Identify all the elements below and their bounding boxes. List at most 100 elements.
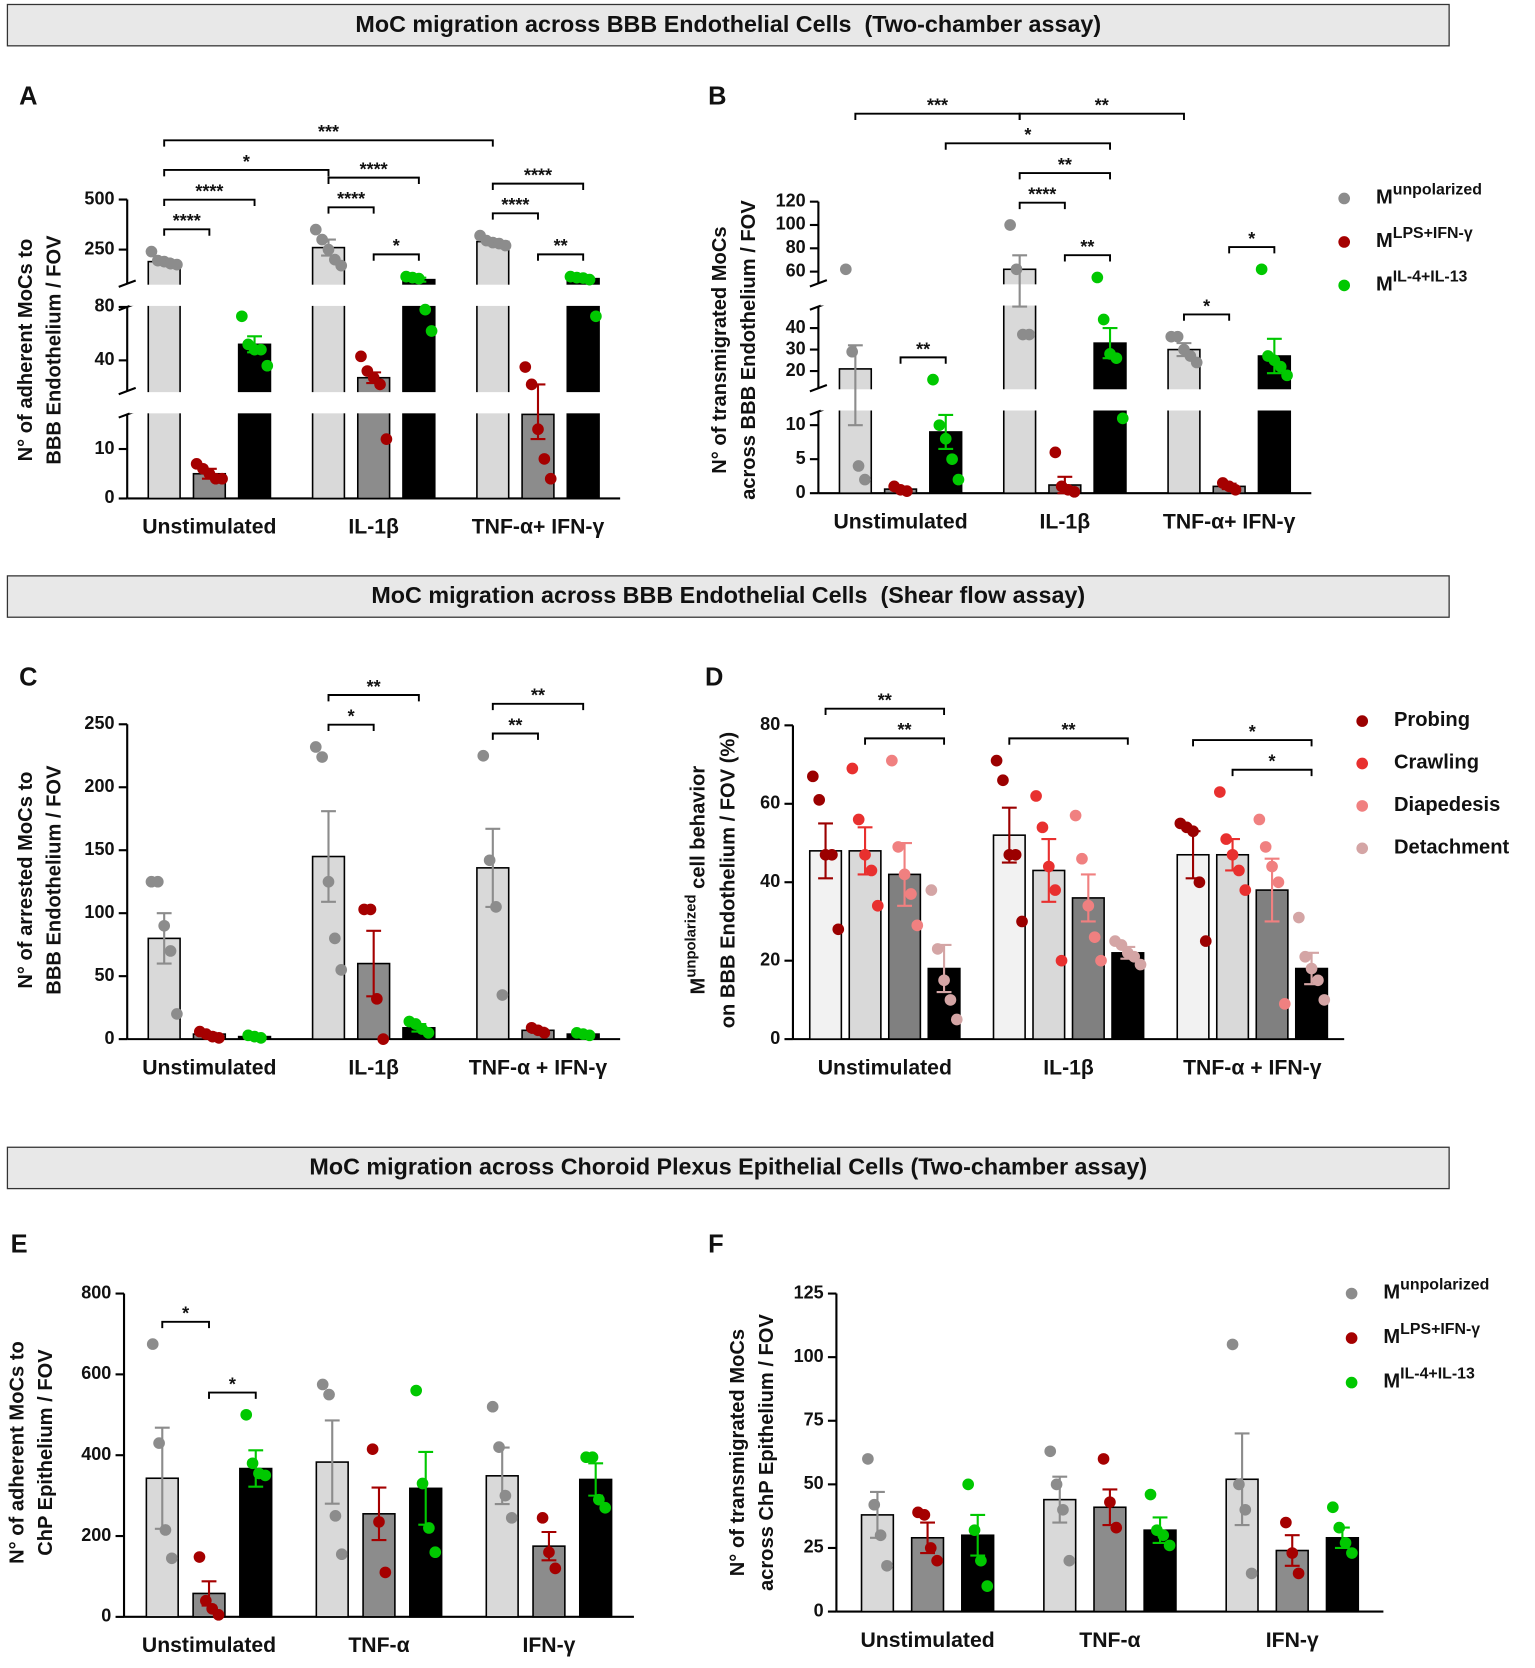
significance-bracket bbox=[161, 1320, 210, 1329]
data-point bbox=[1214, 786, 1226, 798]
data-point bbox=[1318, 994, 1331, 1006]
y-tick-label: 40 bbox=[786, 317, 806, 337]
data-point bbox=[1116, 412, 1129, 425]
data-point bbox=[852, 460, 865, 472]
significance-label: **** bbox=[1028, 185, 1056, 205]
x-tick-label: IL-1β bbox=[348, 516, 399, 539]
data-point bbox=[499, 239, 512, 252]
significance-label: * bbox=[229, 1374, 236, 1394]
data-point bbox=[1333, 1521, 1346, 1534]
significance-bracket bbox=[491, 732, 539, 740]
significance-label: * bbox=[348, 707, 355, 727]
data-point bbox=[1220, 833, 1233, 845]
data-point bbox=[1272, 876, 1285, 889]
data-point bbox=[379, 1566, 392, 1579]
significance-bracket bbox=[163, 198, 256, 207]
panel-label: D bbox=[705, 663, 723, 691]
legend-marker bbox=[1338, 236, 1351, 248]
y-axis-label: across BBB Endothelium / FOV bbox=[738, 200, 760, 500]
data-point bbox=[193, 1551, 206, 1563]
data-point bbox=[839, 263, 852, 276]
y-tick-label: 80 bbox=[786, 237, 806, 257]
significance-bracket bbox=[208, 1391, 257, 1399]
significance-bracket bbox=[864, 737, 946, 745]
x-tick-label: Unstimulated bbox=[142, 1634, 276, 1657]
significance-bracket bbox=[163, 139, 494, 147]
data-point bbox=[1016, 915, 1028, 928]
significance-label: * bbox=[182, 1304, 189, 1324]
x-tick-label: Unstimulated bbox=[142, 516, 276, 539]
significance-bracket bbox=[944, 142, 1111, 150]
significance-label: ** bbox=[1080, 237, 1094, 257]
data-point bbox=[413, 272, 425, 285]
y-tick-label: 100 bbox=[776, 214, 806, 234]
significance-label: ** bbox=[367, 677, 381, 697]
significance-label: ** bbox=[878, 691, 892, 711]
axis-break bbox=[809, 384, 828, 393]
legend-label-main: M bbox=[1376, 187, 1393, 209]
data-point bbox=[931, 1554, 943, 1567]
data-point bbox=[158, 919, 171, 932]
legend-label-main: Crawling bbox=[1394, 752, 1479, 774]
y-tick-label: 40 bbox=[94, 349, 114, 369]
legend-label-main: Detachment bbox=[1394, 837, 1509, 859]
data-point bbox=[493, 1441, 505, 1453]
legend-label: Detachment bbox=[1394, 837, 1509, 859]
data-point bbox=[583, 1029, 596, 1042]
y-axis-label: N° of transmigrated MoCs bbox=[727, 1329, 749, 1576]
bar bbox=[808, 850, 843, 1040]
significance-bracket bbox=[327, 694, 420, 702]
significance-label: *** bbox=[927, 96, 948, 116]
y-axis-label: BBB Endothelium / FOV bbox=[43, 235, 65, 465]
significance-label: ** bbox=[531, 686, 545, 706]
data-point bbox=[1226, 1338, 1239, 1351]
x-tick-label: IL-1β bbox=[1040, 510, 1091, 533]
data-point bbox=[1299, 950, 1312, 963]
data-point bbox=[1266, 860, 1278, 873]
legend-label: Probing bbox=[1394, 709, 1470, 731]
panel-label: A bbox=[19, 82, 37, 110]
significance-label: ** bbox=[1062, 720, 1076, 740]
y-axis-label-text: cell behavior bbox=[688, 766, 710, 895]
data-point bbox=[323, 1388, 335, 1401]
data-point bbox=[335, 1548, 348, 1561]
error-bar bbox=[847, 344, 863, 427]
x-tick-label: Unstimulated bbox=[818, 1056, 952, 1079]
significance-label: **** bbox=[501, 195, 529, 215]
data-point bbox=[1042, 860, 1055, 873]
data-point bbox=[216, 472, 228, 485]
data-point bbox=[583, 273, 596, 286]
data-point bbox=[329, 1510, 342, 1522]
data-point bbox=[952, 473, 965, 486]
data-point bbox=[1110, 1521, 1123, 1534]
significance-label: ** bbox=[508, 715, 522, 735]
bar bbox=[992, 834, 1026, 1040]
y-axis-label: N° of adherent MoCs to bbox=[15, 239, 37, 462]
data-point bbox=[1110, 352, 1123, 364]
y-tick-label: 400 bbox=[81, 1444, 111, 1464]
data-point bbox=[1280, 1516, 1292, 1529]
data-point bbox=[1050, 1478, 1063, 1491]
significance-label: **** bbox=[337, 189, 365, 209]
axis-break bbox=[118, 279, 137, 288]
data-point bbox=[905, 888, 917, 900]
x-tick-label: TNF-α + IFN-γ bbox=[1183, 1056, 1322, 1079]
significance-label: **** bbox=[524, 166, 552, 186]
axis-break bbox=[118, 386, 137, 396]
data-point bbox=[1229, 483, 1242, 496]
data-point bbox=[316, 233, 328, 246]
y-tick-label: 120 bbox=[776, 190, 806, 210]
x-tick-label: TNF-α bbox=[1079, 1629, 1140, 1652]
data-point bbox=[1286, 1547, 1299, 1559]
legend-label: Crawling bbox=[1394, 752, 1479, 774]
data-point bbox=[859, 848, 871, 861]
data-point bbox=[933, 419, 946, 431]
data-point bbox=[1023, 328, 1036, 341]
y-tick-label: 25 bbox=[804, 1537, 824, 1557]
data-point bbox=[1068, 485, 1081, 498]
data-point bbox=[519, 361, 532, 373]
x-tick-label: IL-1β bbox=[1043, 1056, 1094, 1079]
data-point bbox=[1346, 1547, 1358, 1559]
data-point bbox=[975, 1554, 987, 1567]
